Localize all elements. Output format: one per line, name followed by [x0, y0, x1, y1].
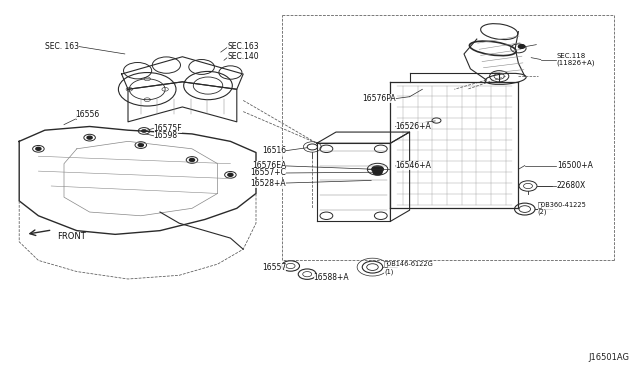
Circle shape — [36, 147, 41, 150]
Circle shape — [189, 158, 195, 161]
Circle shape — [228, 173, 233, 176]
Text: 16500+A: 16500+A — [557, 161, 593, 170]
Text: 16516: 16516 — [262, 146, 286, 155]
Text: 16598: 16598 — [154, 131, 178, 140]
Circle shape — [373, 170, 382, 175]
Text: SEC. 163: SEC. 163 — [45, 42, 79, 51]
Text: 16576PA: 16576PA — [362, 94, 396, 103]
Text: 16557+C: 16557+C — [250, 169, 286, 177]
Text: 16588+A: 16588+A — [314, 273, 349, 282]
Text: 22680X: 22680X — [557, 182, 586, 190]
Text: 16526+A: 16526+A — [396, 122, 431, 131]
Text: FRONT: FRONT — [58, 232, 86, 241]
Text: 0B360-41225
(2): 0B360-41225 (2) — [538, 201, 586, 215]
Circle shape — [372, 166, 383, 173]
Circle shape — [141, 129, 147, 132]
Text: 16576EA: 16576EA — [252, 161, 286, 170]
Text: 16556: 16556 — [76, 110, 100, 119]
Text: 16528+A: 16528+A — [250, 179, 286, 187]
Circle shape — [518, 45, 525, 48]
Text: J16501AG: J16501AG — [589, 353, 630, 362]
Text: 0B146-6122G
(1): 0B146-6122G (1) — [384, 261, 434, 275]
Circle shape — [87, 136, 92, 139]
Circle shape — [138, 144, 143, 147]
Text: SEC.163: SEC.163 — [227, 42, 259, 51]
Text: 16575F: 16575F — [154, 124, 182, 133]
Text: 16546+A: 16546+A — [396, 161, 431, 170]
Text: SEC.140: SEC.140 — [227, 52, 259, 61]
Text: 16557: 16557 — [262, 263, 286, 272]
Text: SEC.118
(11826+A): SEC.118 (11826+A) — [557, 53, 595, 66]
